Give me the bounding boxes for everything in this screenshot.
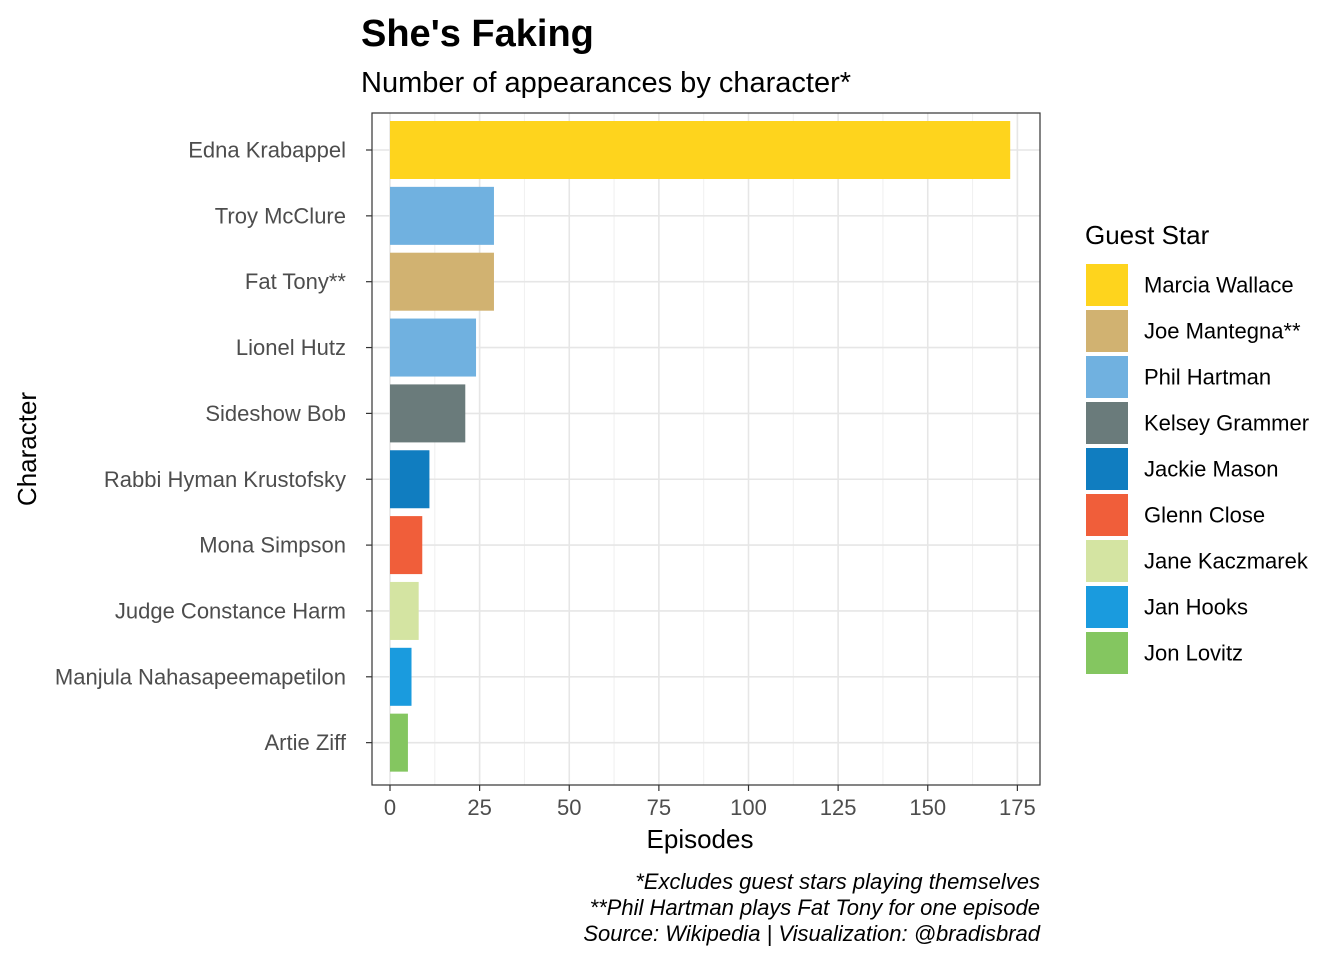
legend-key: [1086, 586, 1128, 628]
y-tick-label: Mona Simpson: [199, 533, 346, 558]
caption-line: **Phil Hartman plays Fat Tony for one ep…: [590, 895, 1040, 920]
bar: [390, 384, 466, 443]
y-tick-label: Rabbi Hyman Krustofsky: [104, 467, 346, 492]
bars: [390, 121, 1011, 772]
y-tick-label: Lionel Hutz: [236, 335, 346, 360]
bar: [390, 647, 412, 706]
y-tick-label: Fat Tony**: [245, 269, 347, 294]
legend-label: Jan Hooks: [1144, 595, 1248, 620]
bar: [390, 252, 494, 311]
caption: *Excludes guest stars playing themselves…: [583, 869, 1040, 946]
legend-label: Glenn Close: [1144, 503, 1265, 528]
y-tick-label: Artie Ziff: [264, 730, 346, 755]
legend-label: Marcia Wallace: [1144, 273, 1294, 298]
bar: [390, 713, 408, 772]
x-axis: 0 25 50 75 100 125 150 175: [384, 785, 1036, 820]
legend: Guest Star Marcia Wallace Joe Mantegna** P…: [1085, 220, 1309, 674]
caption-line: Source: Wikipedia | Visualization: @brad…: [583, 921, 1040, 946]
caption-line: *Excludes guest stars playing themselves: [635, 869, 1040, 894]
legend-key: [1086, 310, 1128, 352]
plot-panel-border: [371, 112, 1041, 786]
bar: [390, 450, 430, 509]
legend-key: [1086, 540, 1128, 582]
legend-label: Joe Mantegna**: [1144, 319, 1301, 344]
bar: [390, 581, 419, 640]
legend-title: Guest Star: [1085, 220, 1210, 250]
legend-label: Jackie Mason: [1144, 457, 1279, 482]
bar: [390, 186, 494, 245]
legend-label: Kelsey Grammer: [1144, 411, 1309, 436]
legend-key: [1086, 632, 1128, 674]
y-tick-label: Edna Krabappel: [188, 138, 346, 163]
legend-key: [1086, 402, 1128, 444]
legend-label: Jane Kaczmarek: [1144, 549, 1309, 574]
y-tick-label: Troy McClure: [215, 203, 346, 228]
x-tick-label: 75: [647, 795, 671, 820]
legend-label: Phil Hartman: [1144, 365, 1271, 390]
y-tick-label: Judge Constance Harm: [115, 598, 346, 623]
x-tick-label: 125: [820, 795, 857, 820]
x-axis-title: Episodes: [647, 824, 754, 854]
legend-key: [1086, 494, 1128, 536]
y-tick-label: Sideshow Bob: [205, 401, 346, 426]
chart-title: She's Faking: [361, 13, 594, 55]
bar: [390, 121, 1011, 179]
x-tick-label: 50: [557, 795, 581, 820]
y-axis: Edna Krabappel Troy McClure Fat Tony** Lion…: [55, 138, 372, 755]
x-tick-label: 175: [999, 795, 1036, 820]
bar: [390, 318, 477, 377]
x-tick-label: 100: [730, 795, 767, 820]
legend-label: Jon Lovitz: [1144, 641, 1243, 666]
grid-lines: [372, 113, 1040, 785]
y-tick-label: Manjula Nahasapeemapetilon: [55, 664, 346, 689]
y-axis-title: Character: [12, 392, 42, 506]
legend-key: [1086, 448, 1128, 490]
legend-key: [1086, 356, 1128, 398]
x-tick-label: 0: [384, 795, 396, 820]
x-tick-label: 25: [467, 795, 491, 820]
bar: [390, 516, 423, 575]
legend-key: [1086, 264, 1128, 306]
chart-subtitle: Number of appearances by character*: [361, 67, 851, 99]
x-tick-label: 150: [909, 795, 946, 820]
